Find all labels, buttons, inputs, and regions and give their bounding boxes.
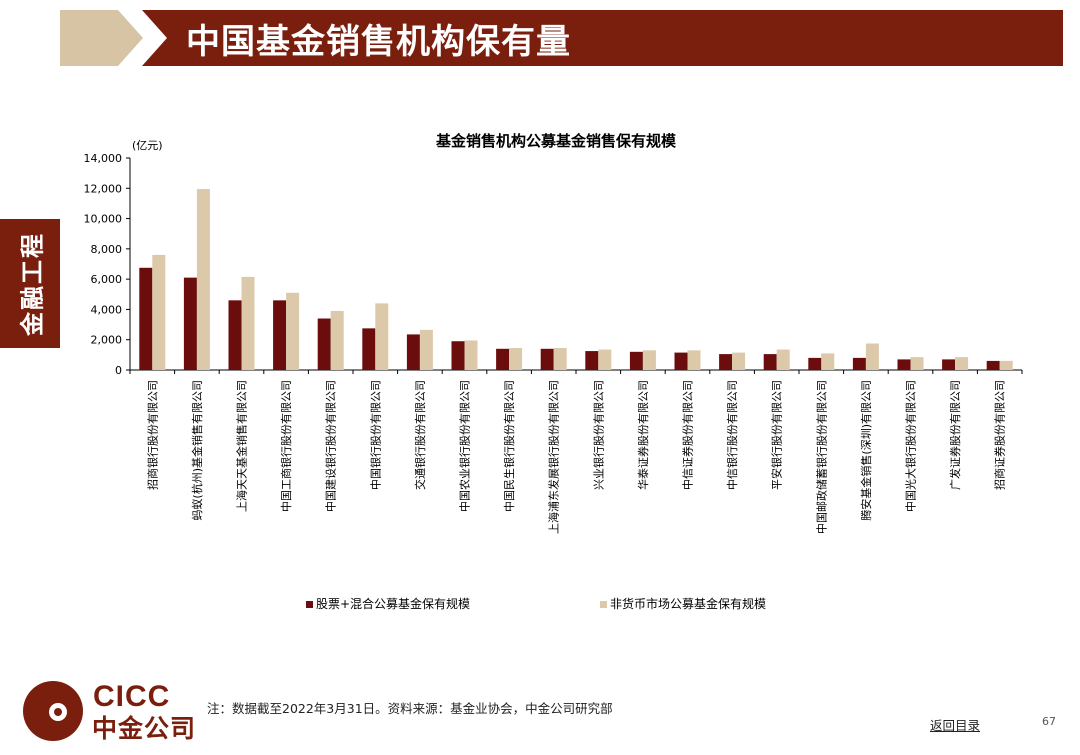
y-axis: 0 2,000 4,000 6,000 8,000 10,000 12,000 14,000 [84,152,1023,377]
x-tick-label: 中国邮政储蓄银行股份有限公司 [814,380,828,534]
bar-equity [273,300,287,370]
legend-swatch-nonmoney [600,601,607,608]
logo-text-cn: 中金公司 [92,714,197,743]
bar-equity [451,341,465,370]
x-tick-label: 广发证券股份有限公司 [948,380,962,490]
x-tick-label: 中国银行股份有限公司 [368,380,382,490]
x-tick-label: 华泰证券股份有限公司 [636,380,650,490]
bar-nonmoney [999,360,1013,370]
bar-equity [540,348,554,370]
x-tick-label: 中国建设银行股份有限公司 [324,380,338,512]
footnote: 注：数据截至2022年3月31日。资料来源：基金业协会，中金公司研究部 [207,701,613,716]
bar-nonmoney [687,350,701,370]
bar-nonmoney [642,350,656,370]
bar-equity [852,357,866,370]
bar-nonmoney [330,310,344,370]
chart-title: 基金销售机构公募基金销售保有规模 [435,132,677,150]
x-tick-label: 蚂蚁(杭州)基金销售有限公司 [190,380,204,521]
side-tab: 金融工程 [0,219,60,348]
y-tick-label: 8,000 [91,243,123,256]
bar-nonmoney [286,292,300,370]
bar-nonmoney [553,348,567,370]
x-tick-label: 招商证券股份有限公司 [993,380,1007,490]
bar-equity [585,351,599,370]
header-banner [60,10,1063,66]
bar-equity [942,359,956,370]
x-tick-label: 腾安基金销售(深圳)有限公司 [859,380,873,521]
bar-chart: 基金销售机构公募基金销售保有规模 (亿元) 0 2,000 4,000 6,000 8,… [84,132,1023,611]
y-tick-label: 14,000 [84,152,123,165]
bar-equity [228,300,242,370]
x-tick-label: 兴业银行股份有限公司 [591,380,605,490]
bar-equity [183,277,197,370]
x-tick-label: 中国农业银行股份有限公司 [458,380,472,512]
x-tick-label: 上海浦东发展银行股份有限公司 [547,380,561,534]
banner-red-bar [142,10,1063,66]
bar-equity [406,334,420,370]
y-tick-label: 0 [115,364,122,377]
y-tick-label: 4,000 [91,303,123,316]
page-title: 中国基金销售机构保有量 [186,22,571,62]
cicc-logo-icon [23,681,83,741]
bar-nonmoney [509,348,523,370]
bar-nonmoney [821,353,835,370]
y-tick-label: 12,000 [84,182,123,195]
x-tick-label: 招商银行股份有限公司 [145,380,159,490]
x-tick-label: 中国工商银行股份有限公司 [279,380,293,512]
bar-equity [496,348,510,370]
bar-nonmoney [152,254,166,370]
bar-equity [763,354,777,370]
x-tick-label: 交通银行股份有限公司 [413,380,427,490]
y-tick-label: 10,000 [84,213,123,226]
x-tick-label: 中信银行股份有限公司 [725,380,739,490]
bars-group [139,189,1013,370]
back-to-contents-link[interactable]: 返回目录 [930,718,981,733]
x-tick-label: 中国民生银行股份有限公司 [502,380,516,512]
x-tick-labels: 招商银行股份有限公司 蚂蚁(杭州)基金销售有限公司 上海天天基金销售有限公司 中国工商… [145,380,1006,534]
y-tick-label: 6,000 [91,273,123,286]
x-tick-label: 上海天天基金销售有限公司 [235,380,249,512]
x-tick-label: 平安银行股份有限公司 [770,380,784,490]
bar-equity [362,328,376,370]
bar-nonmoney [955,357,969,370]
banner-tan-chevron [60,10,143,66]
legend-swatch-equity [306,601,313,608]
bar-nonmoney [375,303,389,370]
bar-nonmoney [865,343,879,370]
bar-nonmoney [732,352,746,370]
bar-equity [897,359,911,370]
x-tick-label: 中国光大银行股份有限公司 [904,380,918,512]
bar-equity [986,360,1000,370]
legend-label-nonmoney: 非货币市场公募基金保有规模 [610,596,766,611]
bar-nonmoney [241,276,255,370]
bar-equity [719,354,733,370]
bar-nonmoney [910,357,924,370]
bar-equity [808,357,822,370]
bar-nonmoney [464,340,478,370]
bar-nonmoney [419,329,433,370]
bar-nonmoney [196,189,210,370]
bar-nonmoney [776,349,790,370]
y-axis-unit-label: (亿元) [132,139,163,152]
logo-text-en: CICC [93,680,171,713]
legend-label-equity: 股票+混合公募基金保有规模 [316,596,470,611]
x-tick-label: 中信证券股份有限公司 [681,380,695,490]
page-number: 67 [1042,715,1056,728]
legend: 股票+混合公募基金保有规模 非货币市场公募基金保有规模 [306,596,766,611]
bar-nonmoney [598,349,612,370]
bar-equity [317,318,331,370]
bar-equity [674,352,688,370]
bar-equity [139,267,153,370]
y-tick-label: 2,000 [91,334,123,347]
bar-equity [629,351,643,370]
